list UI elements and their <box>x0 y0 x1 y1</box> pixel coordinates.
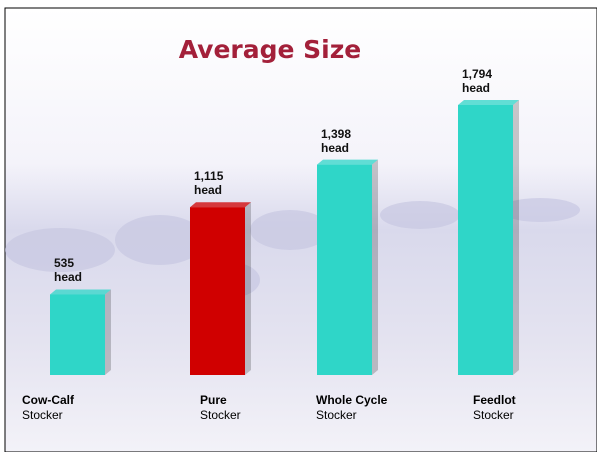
chart: Average Size <box>0 0 597 452</box>
value-label: 1,794 head <box>462 67 504 95</box>
bar-side <box>513 100 519 375</box>
category-label: Cow-Calf <box>22 393 74 407</box>
value-label: 1,115 head <box>194 169 236 197</box>
category-sublabel: Stocker <box>200 408 241 422</box>
category-sublabel: Stocker <box>473 408 514 422</box>
category-label: Pure <box>200 393 227 407</box>
bar-side <box>105 289 111 375</box>
category-sublabel: Stocker <box>22 408 63 422</box>
value-label: 1,398 head <box>321 127 363 155</box>
category-label: Whole Cycle <box>316 393 387 407</box>
bar <box>458 105 513 375</box>
category-label: Feedlot <box>473 393 516 407</box>
bar <box>50 294 105 375</box>
bar-top <box>317 160 378 165</box>
bar-side <box>245 202 251 375</box>
bar-top <box>50 289 111 294</box>
bar-top <box>458 100 519 105</box>
value-label: 535 head <box>54 256 96 284</box>
bar <box>317 165 372 375</box>
bar-top <box>190 202 251 207</box>
bar-side <box>372 160 378 375</box>
chart-title: Average Size <box>179 35 362 64</box>
bar <box>190 207 245 375</box>
category-sublabel: Stocker <box>316 408 357 422</box>
slide: Average Size 535 headCow-CalfStocker1,11… <box>0 0 597 452</box>
